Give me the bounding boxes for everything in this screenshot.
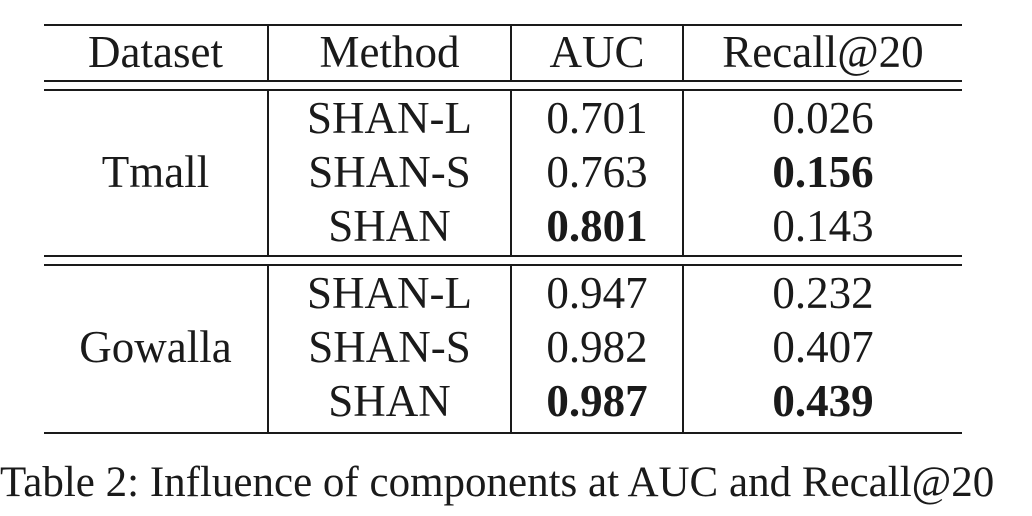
auc-cell-best: 0.801 [546,201,648,251]
vrule-2-header [510,24,512,82]
table-caption: Table 2: Influence of components at AUC … [0,459,995,506]
method-cell: SHAN-S [308,147,471,197]
vrule-2-group-2 [510,264,512,434]
vrule-3-group-1 [682,89,684,257]
recall-cell: 0.407 [772,322,874,372]
recall-cell-best: 0.156 [772,147,874,197]
header-dataset: Dataset [88,27,223,77]
method-cell: SHAN [328,376,451,426]
vrule-1-group-2 [267,264,269,434]
vrule-3-group-2 [682,264,684,434]
header-rule-lower [44,89,962,91]
header-auc: AUC [549,27,645,77]
auc-cell: 0.982 [546,322,648,372]
recall-cell: 0.143 [772,201,874,251]
bottom-rule [44,432,962,434]
vrule-1-group-1 [267,89,269,257]
top-rule [44,24,962,26]
method-cell: SHAN-L [307,268,472,318]
recall-cell: 0.232 [772,268,874,318]
dataset-label-tmall: Tmall [101,147,210,197]
method-cell: SHAN [328,201,451,251]
vrule-1-header [267,24,269,82]
auc-cell: 0.763 [546,147,648,197]
auc-cell: 0.701 [546,93,648,143]
group-rule-lower [44,264,962,266]
header-rule-upper [44,80,962,82]
vrule-3-header [682,24,684,82]
auc-cell: 0.947 [546,268,648,318]
header-recall: Recall@20 [722,27,924,77]
dataset-label-gowalla: Gowalla [79,322,232,372]
header-method: Method [319,27,460,77]
recall-cell-best: 0.439 [772,376,874,426]
auc-cell-best: 0.987 [546,376,648,426]
method-cell: SHAN-S [308,322,471,372]
results-table: Dataset Method AUC Recall@20 Tmall SHAN-… [44,24,962,436]
group-rule-upper [44,255,962,257]
recall-cell: 0.026 [772,93,874,143]
vrule-2-group-1 [510,89,512,257]
method-cell: SHAN-L [307,93,472,143]
